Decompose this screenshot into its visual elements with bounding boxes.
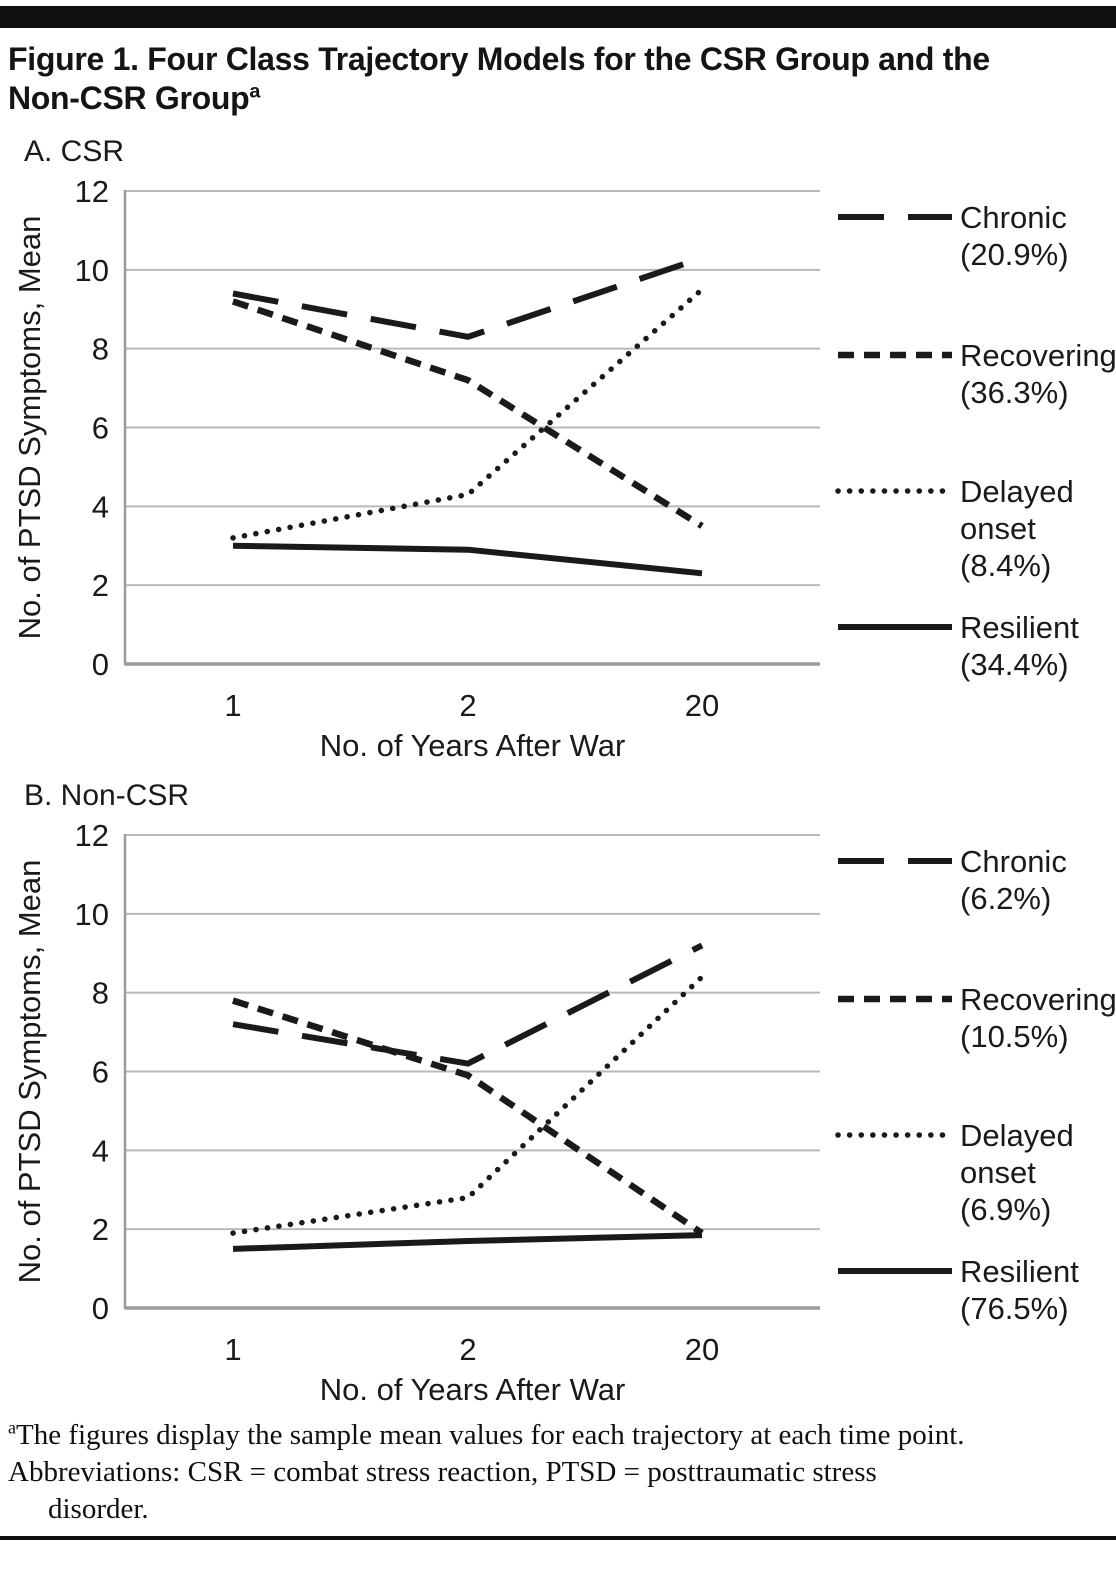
y-tick-label: 0 [92,1291,109,1326]
legend-pct: (10.5%) [960,1019,1069,1054]
legend-label: Recovering [960,982,1116,1017]
legend-pct: (6.9%) [960,1192,1051,1227]
footnote-line-3: disorder. [8,1491,1110,1528]
series-line-chronic [232,942,704,1067]
panel-b-label: B. Non-CSR [24,778,190,812]
footnote: aThe figures display the sample mean val… [8,1417,1110,1528]
legend-label: Resilient [960,610,1079,645]
x-tick-label: 2 [459,1332,476,1367]
y-tick-label: 0 [92,647,109,682]
footnote-superscript: a [8,1417,16,1438]
x-tick-label: 20 [685,688,719,723]
legend-pct: (20.9%) [960,237,1069,272]
footnote-line-3-text: disorder. [48,1492,149,1525]
figure-title-line2: Non-CSR Group [8,80,250,117]
figure-title-superscript: a [249,80,261,103]
legend-pct: (76.5%) [960,1291,1069,1326]
footnote-line-1-text: The figures display the sample mean valu… [15,1418,965,1451]
legend-label: Chronic [960,844,1067,879]
legend-label: Delayed [960,474,1074,509]
legend-label: Resilient [960,1254,1079,1289]
y-tick-label: 2 [92,568,109,603]
y-tick-label: 12 [75,174,109,209]
series-line-resilient [232,542,703,577]
bottom-rule [0,1536,1116,1541]
y-tick-label: 10 [75,897,109,932]
footnote-line-2: Abbreviations: CSR = combat stress react… [8,1454,1110,1491]
series-line-chronic [232,254,703,340]
x-axis-title: No. of Years After War [320,1372,626,1407]
x-tick-label: 1 [224,1332,241,1367]
series-line-recovering [232,997,704,1236]
y-tick-label: 4 [92,489,109,524]
legend-pct: (36.3%) [960,375,1069,410]
y-tick-label: 2 [92,1212,109,1247]
legend-label: Chronic [960,200,1067,235]
legend-label: Delayed [960,1118,1074,1153]
figure-page: Figure 1. Four Class Trajectory Models f… [0,6,1116,1541]
y-axis-title: No. of PTSD Symptoms, Mean [12,215,47,639]
footnote-line-1: aThe figures display the sample mean val… [8,1417,1110,1454]
figure-title: Figure 1. Four Class Trajectory Models f… [8,40,1106,119]
legend-label: Recovering [960,338,1116,373]
legend-label: onset [960,511,1036,546]
series-line-recovering [231,298,704,529]
series-line-delayed-onset [230,286,705,541]
panel-a-label: A. CSR [24,134,125,168]
top-rule [0,6,1116,28]
legend-pct: (8.4%) [960,548,1051,583]
y-tick-label: 6 [92,1054,109,1089]
legend-pct: (6.2%) [960,881,1051,916]
legend-pct: (34.4%) [960,647,1069,682]
x-tick-label: 1 [224,688,241,723]
x-tick-label: 2 [459,688,476,723]
series-line-delayed-onset [230,973,705,1236]
legend-label: onset [960,1155,1036,1190]
y-tick-label: 8 [92,331,109,366]
y-tick-label: 12 [75,818,109,853]
y-axis-title: No. of PTSD Symptoms, Mean [12,859,47,1283]
y-tick-label: 4 [92,1133,109,1168]
series-line-resilient [232,1231,703,1252]
y-tick-label: 10 [75,253,109,288]
y-tick-label: 6 [92,410,109,445]
y-tick-label: 8 [92,975,109,1010]
figure-title-line1: Figure 1. Four Class Trajectory Models f… [8,41,990,77]
x-tick-label: 20 [685,1332,719,1367]
footnote-line-2-text: Abbreviations: CSR = combat stress react… [8,1455,877,1488]
x-axis-title: No. of Years After War [320,728,626,763]
